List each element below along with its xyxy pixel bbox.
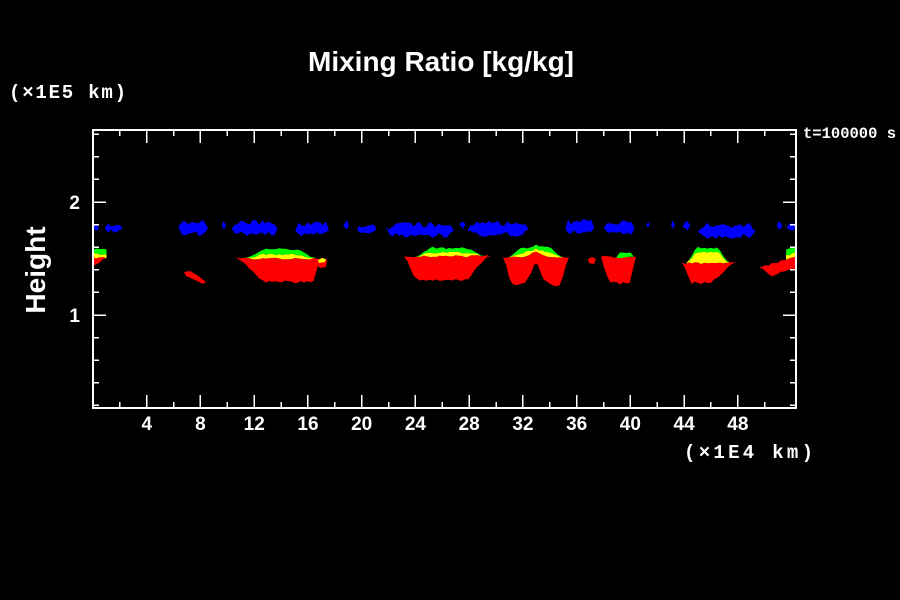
svg-text:36: 36 <box>566 414 587 435</box>
svg-text:28: 28 <box>459 414 480 435</box>
svg-text:8: 8 <box>195 414 206 435</box>
svg-text:16: 16 <box>297 414 318 435</box>
svg-text:20: 20 <box>351 414 372 435</box>
svg-text:48: 48 <box>727 414 748 435</box>
svg-text:12: 12 <box>244 414 265 435</box>
svg-text:32: 32 <box>512 414 533 435</box>
svg-text:1: 1 <box>69 306 80 327</box>
svg-text:24: 24 <box>405 414 427 435</box>
svg-text:40: 40 <box>620 414 641 435</box>
svg-text:4: 4 <box>141 414 152 435</box>
svg-text:2: 2 <box>69 193 80 214</box>
svg-text:44: 44 <box>674 414 696 435</box>
